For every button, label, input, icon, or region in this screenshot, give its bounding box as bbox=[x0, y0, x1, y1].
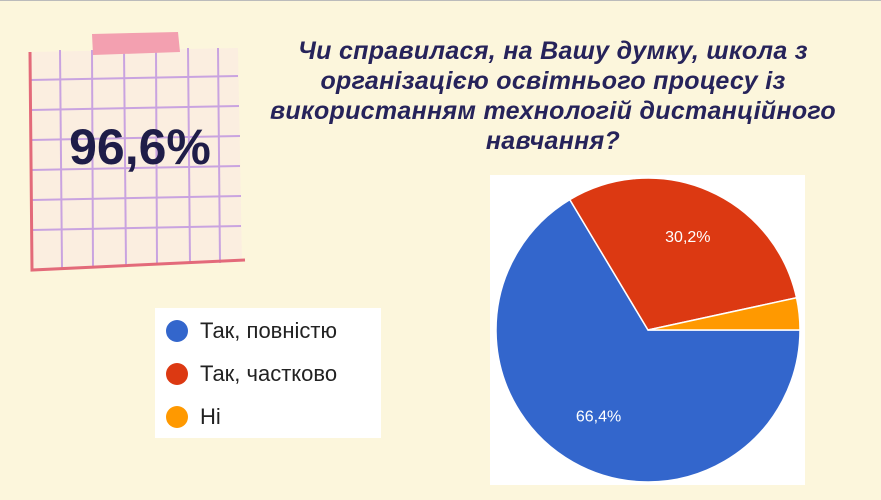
slice-label: 30,2% bbox=[665, 229, 710, 246]
legend-label: Так, частково bbox=[200, 361, 337, 386]
chart-title: Чи справилася, на Вашу думку, школа з ор… bbox=[270, 37, 836, 155]
grid-paper bbox=[28, 32, 246, 272]
legend-swatch bbox=[166, 320, 188, 342]
legend-label: Так, повністю bbox=[200, 318, 337, 343]
legend-swatch bbox=[166, 363, 188, 385]
legend-background bbox=[155, 308, 381, 438]
legend-label: Ні bbox=[200, 404, 221, 429]
legend-swatch bbox=[166, 406, 188, 428]
pie-slice bbox=[495, 198, 801, 483]
highlight-number: 96,6% bbox=[69, 119, 211, 175]
pie-slice bbox=[568, 177, 798, 331]
slice-label: 66,4% bbox=[576, 409, 621, 426]
pie-slice bbox=[647, 296, 801, 331]
